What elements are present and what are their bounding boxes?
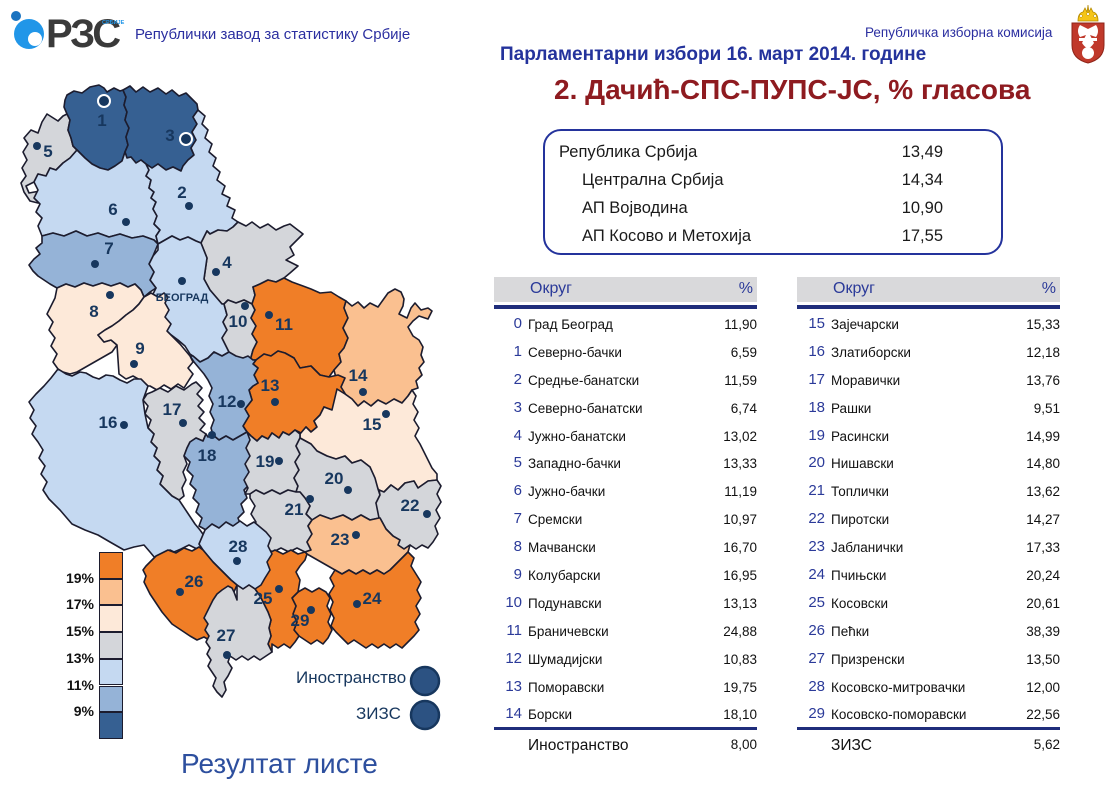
svg-text:25: 25 <box>254 589 273 608</box>
svg-text:РЗС: РЗС <box>46 12 120 50</box>
svg-text:29: 29 <box>291 611 310 630</box>
svg-text:2: 2 <box>177 183 186 202</box>
svg-text:21: 21 <box>285 500 304 519</box>
svg-text:6: 6 <box>108 200 117 219</box>
svg-text:12: 12 <box>218 392 237 411</box>
svg-text:4: 4 <box>222 253 232 272</box>
svg-text:1: 1 <box>97 111 106 130</box>
svg-text:8: 8 <box>89 302 98 321</box>
svg-text:18: 18 <box>198 446 217 465</box>
svg-text:22: 22 <box>401 496 420 515</box>
svg-text:26: 26 <box>185 572 204 591</box>
svg-text:13: 13 <box>261 376 280 395</box>
svg-text:15: 15 <box>363 415 382 434</box>
svg-text:28: 28 <box>229 537 248 556</box>
svg-text:19: 19 <box>256 452 275 471</box>
svg-text:24: 24 <box>363 589 382 608</box>
svg-text:3: 3 <box>165 126 174 145</box>
svg-text:СРБИЈЕ: СРБИЈЕ <box>102 20 125 26</box>
svg-text:9: 9 <box>135 339 144 358</box>
svg-text:10: 10 <box>229 312 248 331</box>
svg-text:20: 20 <box>325 469 344 488</box>
svg-text:11: 11 <box>275 315 293 334</box>
svg-text:17: 17 <box>163 400 182 419</box>
svg-text:27: 27 <box>217 626 236 645</box>
svg-text:23: 23 <box>331 530 350 549</box>
svg-text:7: 7 <box>104 239 113 258</box>
svg-text:14: 14 <box>349 366 368 385</box>
svg-text:БЕОГРАД: БЕОГРАД <box>156 292 209 304</box>
svg-text:5: 5 <box>43 142 52 161</box>
svg-text:16: 16 <box>99 413 118 432</box>
